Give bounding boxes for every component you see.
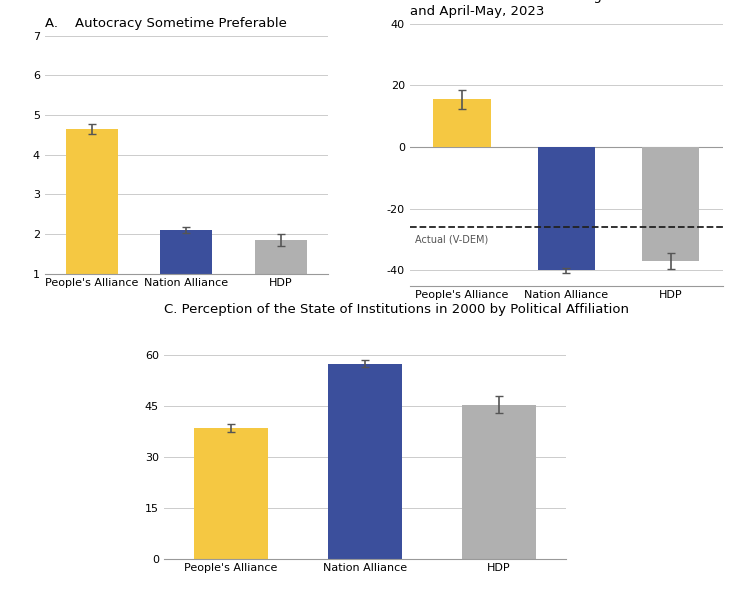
Bar [194,428,268,559]
Bar [328,364,402,559]
Text: A.    Autocracy Sometime Preferable: A. Autocracy Sometime Preferable [45,17,287,30]
Bar [462,405,536,559]
Text: Actual (V-DEM): Actual (V-DEM) [415,235,488,245]
Text: B. Perceived and Real Change in Media between 2000
and April-May, 2023: B. Perceived and Real Change in Media be… [410,0,745,18]
Bar [255,240,307,314]
Bar [538,147,595,270]
Bar [160,230,212,314]
Text: C. Perception of the State of Institutions in 2000 by Political Affiliation: C. Perception of the State of Institutio… [164,303,629,316]
Bar [641,147,699,261]
Bar [66,129,118,314]
Bar [434,99,490,147]
